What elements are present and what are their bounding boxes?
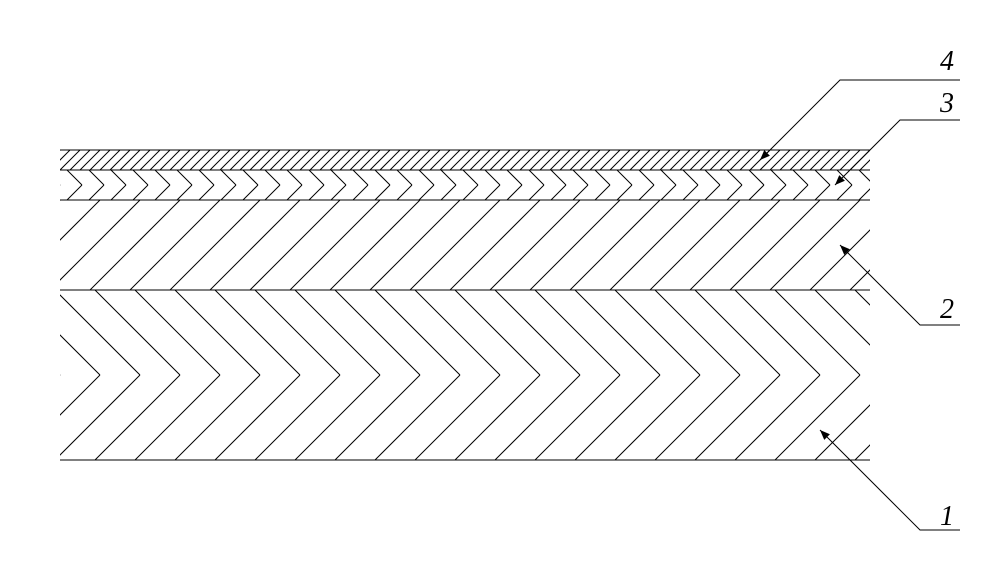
callout-label: 1 [940, 501, 954, 532]
layer-1 [0, 290, 980, 460]
callout-2: 2 [840, 245, 960, 325]
layer-4 [30, 150, 900, 170]
callout-label: 4 [940, 46, 954, 77]
callout-label: 2 [940, 294, 954, 325]
callout-label: 3 [939, 88, 954, 119]
layer-3 [23, 170, 896, 200]
callout-1: 1 [820, 430, 960, 532]
diagram-canvas: 4 3 2 1 [0, 0, 1000, 585]
callout-4: 4 [760, 46, 960, 160]
layer-2 [0, 200, 980, 290]
